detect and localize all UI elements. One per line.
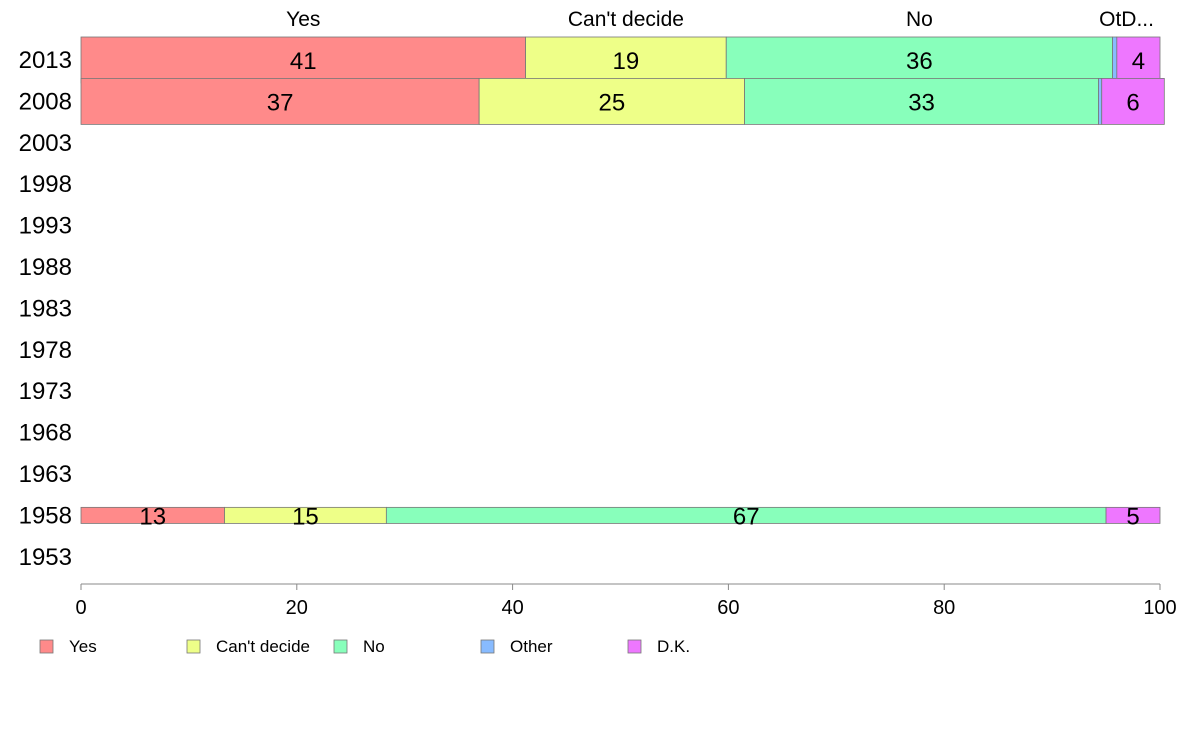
top-label: Yes	[286, 8, 320, 31]
top-label: OtD...	[1099, 8, 1154, 31]
bar-segment	[525, 36, 727, 84]
year-label: 1998	[19, 171, 72, 198]
year-label: 1973	[19, 378, 72, 405]
data-label: 13	[139, 503, 166, 530]
legend-item: Yes	[39, 637, 97, 656]
data-label: 4	[1132, 48, 1145, 75]
legend-swatch	[39, 639, 54, 654]
legend-label: No	[363, 637, 385, 656]
bar-segment	[478, 78, 745, 125]
bar-segment	[1098, 78, 1103, 125]
year-label: 1988	[19, 254, 72, 281]
data-label: 5	[1126, 503, 1139, 530]
legend-item: Can't decide	[186, 637, 310, 656]
legend-item: No	[333, 637, 385, 656]
bar-segment	[80, 36, 526, 84]
legend-label: D.K.	[657, 637, 690, 656]
year-label: 1953	[19, 544, 72, 571]
year-label: 1983	[19, 295, 72, 322]
top-category-labels: Yes Can't decide No OtD...	[286, 8, 1154, 31]
bar-segment	[744, 78, 1099, 125]
year-label: 2008	[19, 88, 72, 115]
legend-label: Yes	[69, 637, 97, 656]
bar-segment	[1101, 78, 1165, 125]
data-label: 19	[613, 48, 640, 75]
x-tick-label: 0	[75, 597, 86, 619]
x-axis: 0 20 40 60 80 100	[75, 583, 1177, 619]
legend: Yes Can't decide No Other D.K.	[39, 637, 690, 656]
data-label: 37	[267, 89, 294, 116]
bars-group: 41 19 36 4 37 25 33 6 13 15 67 5	[80, 36, 1165, 530]
legend-swatch	[480, 639, 495, 654]
year-label: 1968	[19, 420, 72, 447]
bar-segment	[1112, 36, 1118, 84]
data-label: 25	[599, 89, 626, 116]
top-label: No	[906, 8, 933, 31]
data-label: 67	[733, 503, 760, 530]
data-label: 41	[290, 48, 317, 75]
legend-swatch	[186, 639, 201, 654]
bar-segment	[725, 36, 1113, 84]
year-label: 1978	[19, 337, 72, 364]
year-label: 1993	[19, 213, 72, 240]
legend-label: Can't decide	[216, 637, 310, 656]
data-label: 36	[906, 48, 933, 75]
y-axis-year-labels: 2013 2008 2003 1998 1993 1988 1983 1978 1973 1968…	[19, 47, 72, 571]
bar-segment	[80, 78, 480, 125]
year-label: 2013	[19, 47, 72, 74]
x-tick-label: 20	[286, 597, 308, 619]
legend-item: Other	[480, 637, 553, 656]
legend-swatch	[333, 639, 348, 654]
x-tick-label: 80	[933, 597, 955, 619]
data-label: 33	[908, 89, 935, 116]
x-tick-label: 60	[717, 597, 739, 619]
year-label: 1958	[19, 502, 72, 529]
x-tick-label: 100	[1143, 597, 1176, 619]
data-label: 6	[1126, 89, 1139, 116]
bar-segment	[1116, 36, 1161, 84]
year-label: 1963	[19, 461, 72, 488]
legend-item: D.K.	[627, 637, 690, 656]
year-label: 2003	[19, 130, 72, 157]
legend-label: Other	[510, 637, 553, 656]
bar-segment	[1105, 506, 1161, 524]
x-tick-label: 40	[501, 597, 523, 619]
top-label: Can't decide	[568, 8, 684, 31]
data-label: 15	[292, 503, 319, 530]
legend-swatch	[627, 639, 642, 654]
